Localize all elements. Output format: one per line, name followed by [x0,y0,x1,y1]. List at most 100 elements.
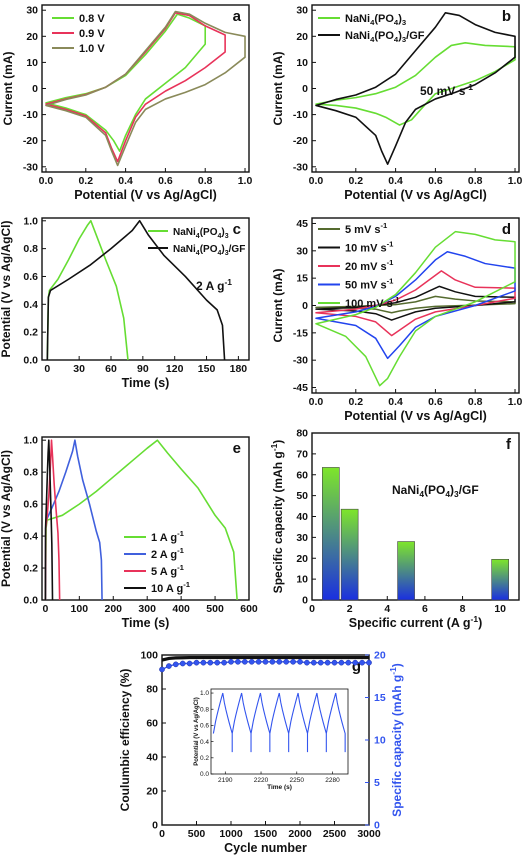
x-tick-label: 400 [172,603,190,615]
x-tick-label: 1.0 [238,175,253,187]
y-tick-label: 1.0 [23,435,38,447]
x-tick-label: 2500 [323,828,347,840]
label-part: 10 mV s [345,243,387,255]
capacity-marker [345,659,352,666]
bar-2 [340,508,359,601]
current-density-annotation: 2 A g-1 [196,277,232,293]
coulombic-efficiency-line [161,655,369,662]
inset-x-tick-label: 2250 [290,777,305,784]
label-superscript: -1 [177,546,185,555]
axis-title-part: Specific current (A g [349,616,471,630]
label-part: NaNi [345,13,370,25]
capacity-marker [297,658,303,665]
label-part: /GF [406,30,425,42]
x-tick-label: 180 [230,363,248,375]
label-subscript: 4 [370,18,375,27]
series-line-3 [45,10,246,167]
label-part: 5 A g [151,566,177,578]
x-axis-title: Potential (V vs Ag/AgCl) [344,409,487,423]
x-tick-label: 100 [71,603,89,615]
y-tick-label: 0 [152,820,158,832]
capacity-marker [338,659,345,666]
y-tick-label: 50 [296,490,308,502]
label-subscript: 4 [445,489,450,499]
y-tick-label: 30 [296,245,308,257]
x-tick-label: 600 [240,603,258,615]
axis-title-part: Specific capacity (mAh g [390,675,404,817]
x-axis-title: Time (s) [122,376,170,390]
y-tick-label: 20 [296,31,308,43]
label-part: 1.0 V [79,43,105,55]
y-tick-label: 20 [146,786,158,798]
y-tick-label: 0.0 [23,595,38,607]
series-line-2 [315,12,516,165]
panel-a: 0.0 0.2 0.4 0.6 0.8 1.0 -30 -20 -10 0 10 20 30 Potent… [1,4,253,202]
y-tick-label: -30 [293,161,308,173]
inset-y-title: Potential (V vs Ag/AgCl) [194,697,200,765]
label-superscript: -1 [380,221,388,230]
x-axis-title: Specific current (A g-1) [349,614,483,630]
legend-label: 0.9 V [79,28,105,40]
y-tick-label: -30 [23,161,38,173]
x-tick-label: 300 [138,603,156,615]
series-line-1 [315,42,516,126]
y-axis-title: Current (mA) [1,51,15,125]
axis-title-part: Specific capacity (mAh g [271,451,285,593]
label-part: 20 mV s [345,261,387,273]
series-line-3 [315,270,516,337]
legend-label: 1 A g-1 [151,529,185,544]
x-tick-label: 2000 [288,828,312,840]
x-tick-label: 200 [104,603,122,615]
legend-label: NaNi4(PO4)3/GF [345,30,425,44]
series-line-1 [46,219,129,361]
label-superscript: -1 [177,529,185,538]
y-tick-label: 70 [296,448,308,460]
capacity-marker [331,659,338,666]
label-superscript: -1 [387,277,395,286]
y-tick-label: 30 [296,5,308,17]
y-tick-label: 0.6 [23,499,38,511]
label-part: 0.8 V [79,13,105,25]
legend-label: NaNi4(PO4)3/GF [173,244,245,257]
label-part: (PO [374,30,394,42]
axis-title-part: ) [390,663,404,667]
annotation-superscript: -1 [224,277,232,287]
label-subscript: 3 [225,250,229,257]
capacity-marker [248,658,255,665]
capacity-marker [352,659,359,666]
label-part: 1 A g [151,532,177,544]
axis-title-part: ) [271,440,285,444]
label-part: NaNi [173,227,196,238]
label-part: ) [450,483,454,497]
bar-10 [491,558,509,601]
y-tick-label: 100 [140,650,158,662]
x-tick-label: 4 [384,603,390,615]
capacity-marker [290,658,296,665]
legend-label: 50 mV s-1 [345,277,394,292]
y-tick-label: 15 [296,273,308,285]
capacity-marker [317,659,324,666]
axis-title-part: ) [478,616,482,630]
label-subscript: 4 [419,489,424,499]
inset-x-title: Time (s) [267,784,292,791]
series-line-1 [315,295,516,314]
legend-label: 10 A g-1 [151,580,191,595]
capacity-marker [200,659,207,666]
y-tick-label: 60 [146,718,158,730]
x-tick-label: 3000 [357,828,381,840]
series-line-2 [44,439,103,601]
x-tick-label: 1.0 [508,396,523,408]
y-tick-label: 10 [26,57,38,69]
y-tick-label: 0.4 [23,531,38,543]
label-subscript: 3 [454,489,459,499]
panel-letter: f [506,436,512,453]
capacity-marker [193,659,200,666]
y-tick-label: 0 [302,83,308,95]
inset-y-tick-label: 0.6 [200,723,209,730]
right-tick-label: 15 [374,692,386,704]
y-tick-label: 0 [32,83,38,95]
label-subscript: 3 [225,233,229,240]
inset-x-tick-label: 2280 [325,777,340,784]
y-tick-label: 0.6 [23,271,38,283]
series-line-5 [315,230,516,387]
